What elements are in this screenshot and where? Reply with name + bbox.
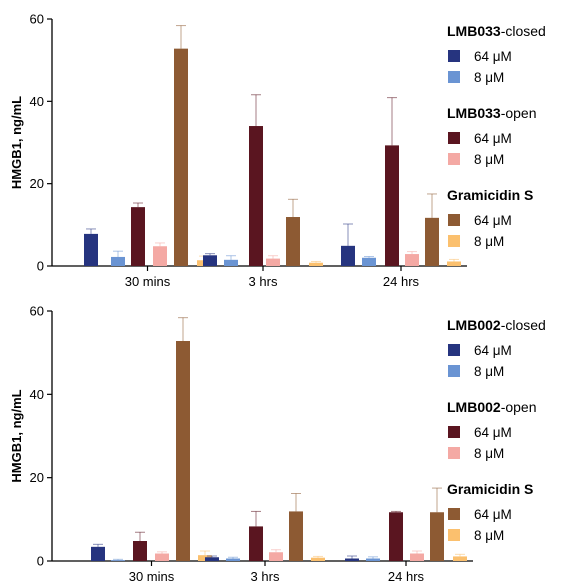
legend-entry-label: 64 μM: [474, 343, 512, 358]
y-tick-label: 20: [30, 176, 44, 191]
bar: [155, 553, 169, 561]
y-axis-label: HMGB1, ng/mL: [9, 389, 24, 482]
legend-entry-label: 64 μM: [474, 507, 512, 522]
y-tick-label: 20: [30, 470, 44, 485]
legend-swatch: [448, 50, 460, 62]
legend-swatch: [448, 71, 460, 83]
legend-swatch: [448, 508, 460, 520]
legend-group-title: Gramicidin S: [447, 481, 533, 497]
bar: [309, 262, 323, 266]
legend-entry-label: 8 μM: [474, 152, 504, 167]
legend-entry-label: 8 μM: [474, 234, 504, 249]
y-tick-label: 0: [37, 554, 44, 569]
legend-group-title: LMB033-open: [447, 105, 537, 121]
y-tick-label: 60: [30, 304, 44, 319]
bar: [405, 254, 419, 266]
chart-panel-1: 0 20 40 60 HMGB1, ng/mL 30 mins 3 hrs 24 hrs LMB…: [9, 12, 546, 290]
legend-entry-label: 64 μM: [474, 131, 512, 146]
bar: [289, 511, 303, 561]
legend-swatch: [448, 132, 460, 144]
bar: [91, 546, 105, 561]
legend-entry-label: 8 μM: [474, 528, 504, 543]
bar: [176, 341, 190, 561]
legend-entry-label: 64 μM: [474, 49, 512, 64]
legend-swatch: [448, 447, 460, 459]
y-tick-label: 60: [30, 12, 44, 27]
x-tick-label: 30 mins: [129, 569, 175, 583]
x-tick-label: 24 hrs: [388, 569, 425, 583]
y-tick-label: 40: [30, 94, 44, 109]
bar: [111, 560, 125, 561]
legend-swatch: [448, 344, 460, 356]
bar: [203, 255, 217, 266]
y-tick-label: 0: [37, 259, 44, 274]
bar: [389, 512, 403, 561]
legend-swatch: [448, 426, 460, 438]
bar: [174, 48, 188, 266]
legend-swatch: [448, 214, 460, 226]
bar: [311, 557, 325, 561]
bar: [447, 261, 461, 266]
legend-group-title: LMB033-closed: [447, 23, 546, 39]
x-tick-label: 3 hrs: [251, 569, 280, 583]
legend-group-title: LMB002-closed: [447, 317, 546, 333]
bar: [111, 256, 125, 266]
legend-group-title: LMB002-open: [447, 399, 537, 415]
legend-entry-label: 64 μM: [474, 425, 512, 440]
y-tick-label: 40: [30, 387, 44, 402]
bar: [345, 558, 359, 561]
bar: [84, 233, 98, 266]
bar: [133, 541, 147, 561]
bar: [366, 558, 380, 561]
bar: [385, 145, 399, 266]
bar: [286, 217, 300, 266]
legend-group-title: Gramicidin S: [447, 187, 533, 203]
y-axis-label: HMGB1, ng/mL: [9, 96, 24, 189]
bar: [131, 207, 145, 266]
legend-entry-label: 8 μM: [474, 70, 504, 85]
chart-panel-2: 0 20 40 60 HMGB1, ng/mL 30 mins 3 hrs 24 hrs LMB…: [9, 304, 546, 585]
bar: [226, 558, 240, 561]
legend-swatch: [448, 153, 460, 165]
legend-swatch: [448, 365, 460, 377]
bar: [266, 258, 280, 266]
bar: [341, 245, 355, 266]
bar: [453, 556, 467, 561]
bar: [249, 526, 263, 561]
bar: [153, 246, 167, 266]
bar: [205, 557, 219, 561]
x-tick-label: 30 mins: [125, 274, 171, 289]
bar: [425, 217, 439, 266]
legend-swatch: [448, 529, 460, 541]
bar: [224, 259, 238, 266]
legend-swatch: [448, 235, 460, 247]
bar: [410, 553, 424, 561]
bar: [362, 257, 376, 266]
bar: [249, 126, 263, 267]
bar: [430, 512, 444, 561]
legend-entry-label: 64 μM: [474, 213, 512, 228]
bar: [269, 552, 283, 561]
x-tick-label: 3 hrs: [249, 274, 278, 289]
legend-entry-label: 8 μM: [474, 364, 504, 379]
x-tick-label: 24 hrs: [383, 274, 420, 289]
legend-entry-label: 8 μM: [474, 446, 504, 461]
